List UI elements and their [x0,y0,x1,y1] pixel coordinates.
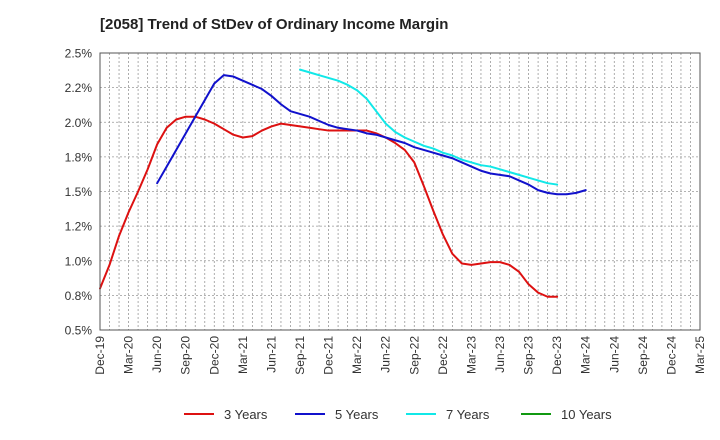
x-tick-label: Dec-21 [322,336,336,375]
x-tick-label: Mar-22 [350,336,364,374]
legend: 3 Years 5 Years 7 Years 10 Years [184,407,612,422]
x-tick-label: Mar-20 [122,336,136,374]
legend-item: 7 Years [406,407,490,422]
x-tick-label: Sep-21 [293,336,307,375]
y-tick-label: 0.5% [65,324,93,338]
y-tick-label: 1.0% [65,254,93,268]
legend-item: 5 Years [295,407,379,422]
x-tick-label: Mar-23 [464,336,478,374]
x-tick-label: Dec-20 [207,336,221,375]
legend-label: 5 Years [335,407,379,422]
x-tick-label: Mar-25 [693,336,707,374]
x-tick-label: Dec-24 [664,336,678,375]
y-axis-ticks: 0.5% 0.8% 1.0% 1.2% 1.5% 1.8% 2.0% 2.2% 2.5% [65,47,93,338]
y-tick-label: 2.2% [65,81,93,95]
legend-item: 10 Years [521,407,612,422]
series-line-7-years [299,68,559,186]
y-tick-label: 1.8% [65,150,93,164]
x-tick-label: Sep-20 [179,336,193,375]
x-tick-label: Sep-22 [407,336,421,375]
x-tick-label: Mar-21 [236,336,250,374]
x-axis-ticks: Dec-19 Mar-20 Jun-20 Sep-20 Dec-20 Mar-21 Jun-… [93,336,707,375]
x-tick-label: Mar-24 [579,336,593,374]
y-tick-label: 2.5% [65,47,93,61]
x-tick-label: Sep-24 [636,336,650,375]
x-tick-label: Jun-24 [607,336,621,373]
x-tick-label: Jun-21 [264,336,278,373]
x-tick-label: Dec-22 [436,336,450,375]
y-tick-label: 1.2% [65,220,93,234]
plot-frame [99,52,701,331]
y-tick-label: 0.8% [65,289,93,303]
x-tick-label: Dec-19 [93,336,107,375]
series-lines [99,68,587,298]
legend-label: 10 Years [561,407,612,422]
y-tick-label: 2.0% [65,116,93,130]
x-tick-label: Jun-23 [493,336,507,373]
legend-item: 3 Years [184,407,268,422]
series-line-5-years [156,74,587,196]
grid [100,53,700,330]
series-line-3-years [99,115,559,298]
x-tick-label: Dec-23 [550,336,564,375]
x-tick-label: Jun-20 [150,336,164,373]
chart-title: [2058] Trend of StDev of Ordinary Income… [100,16,449,33]
legend-label: 7 Years [446,407,490,422]
x-tick-label: Jun-22 [379,336,393,373]
x-tick-label: Sep-23 [522,336,536,375]
legend-label: 3 Years [224,407,268,422]
y-tick-label: 1.5% [65,185,93,199]
